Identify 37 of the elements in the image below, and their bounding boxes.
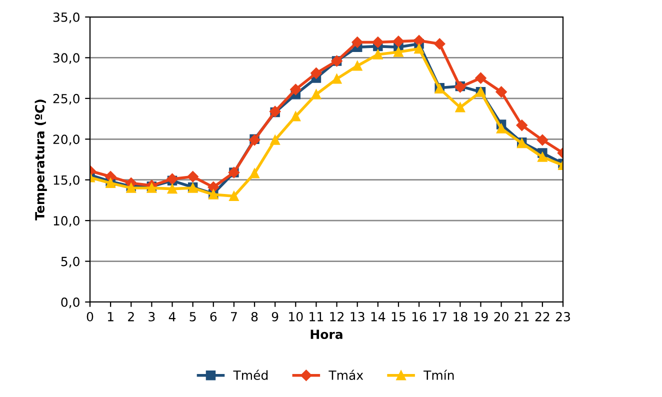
y-tick-label: 10,0 — [54, 216, 80, 227]
x-tick-label: 18 — [454, 312, 468, 322]
y-tick-label: 5,0 — [61, 256, 80, 268]
y-tick-label: 25,0 — [53, 94, 80, 105]
x-tick-label: 23 — [556, 312, 570, 322]
legend-label: Tmáx — [328, 370, 364, 380]
x-tick-label: 14 — [371, 312, 386, 322]
x-tick-label: 7 — [231, 312, 237, 322]
x-tick-label: 20 — [494, 312, 508, 322]
y-tick-label: 35,0 — [53, 12, 80, 24]
y-tick-label: 15,0 — [54, 175, 80, 186]
y-tick-label: 0,0 — [61, 297, 80, 308]
x-tick-label: 16 — [412, 312, 426, 322]
x-tick-label: 3 — [148, 312, 155, 322]
x-tick-label: 11 — [310, 312, 324, 322]
x-tick-label: 12 — [330, 312, 344, 322]
legend-label: Tméd — [233, 370, 268, 380]
x-tick-label: 17 — [433, 312, 446, 322]
x-tick-label: 19 — [474, 312, 488, 322]
x-tick-label: 9 — [272, 312, 278, 322]
x-tick-label: 0 — [86, 312, 94, 322]
x-tick-label: 10 — [289, 312, 303, 322]
x-tick-label: 6 — [210, 312, 217, 322]
x-tick-label: 1 — [108, 312, 114, 322]
y-tick-label: 30,0 — [53, 53, 80, 64]
x-tick-label: 8 — [251, 312, 258, 322]
x-tick-label: 15 — [392, 312, 406, 322]
x-tick-label: 13 — [350, 312, 364, 322]
y-tick-label: 20,0 — [53, 134, 80, 146]
x-axis-title: Hora — [310, 330, 342, 340]
x-tick-label: 4 — [168, 312, 176, 322]
x-tick-label: 2 — [128, 312, 134, 322]
x-tick-label: 22 — [535, 312, 550, 322]
x-tick-label: 5 — [190, 312, 196, 322]
legend-label: Tmín — [424, 370, 454, 380]
y-axis-title: Temperatura (ºC) — [34, 100, 47, 220]
x-tick-label: 21 — [514, 312, 529, 322]
